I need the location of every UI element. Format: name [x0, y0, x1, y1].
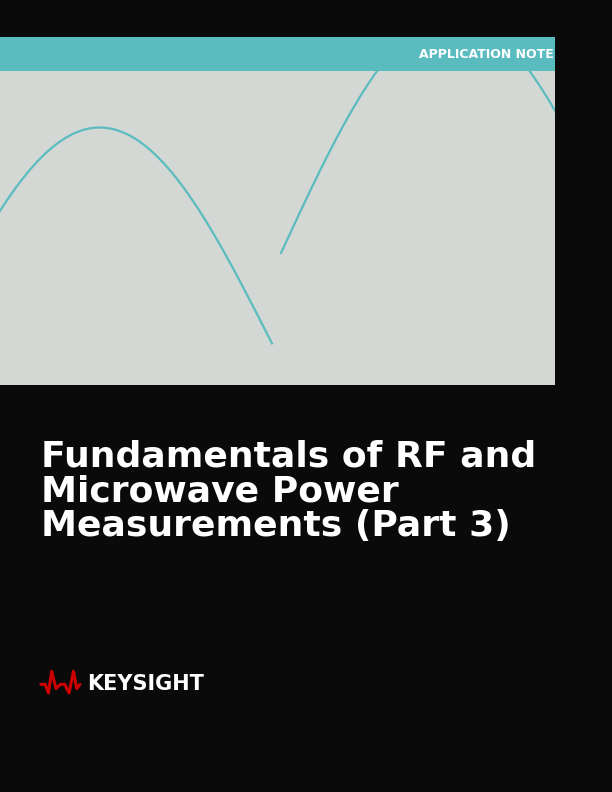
Text: KEYSIGHT: KEYSIGHT — [88, 674, 204, 695]
Bar — [0, 37, 555, 385]
Text: Microwave Power: Microwave Power — [41, 474, 398, 508]
Bar — [419, 37, 555, 71]
Text: Fundamentals of RF and: Fundamentals of RF and — [41, 440, 536, 474]
Bar — [0, 385, 555, 755]
Bar — [0, 37, 555, 71]
Text: APPLICATION NOTE: APPLICATION NOTE — [419, 48, 554, 61]
Text: Measurements (Part 3): Measurements (Part 3) — [41, 508, 510, 543]
